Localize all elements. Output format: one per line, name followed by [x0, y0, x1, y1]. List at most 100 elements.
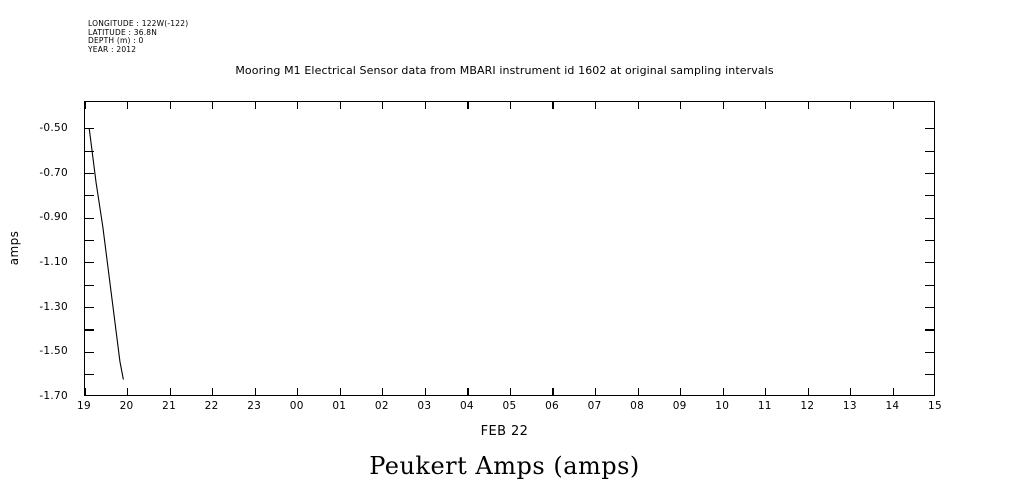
- x-tick-bottom: [637, 388, 639, 395]
- y-tick-minor-right: [925, 329, 934, 331]
- y-tick-major-left: [85, 351, 94, 353]
- x-tick-top: [509, 102, 512, 109]
- x-tick-top: [339, 102, 341, 109]
- x-axis-tick-labels: 19 20 21 22 23 00 01 02 03 04 05 06 07 08 09 10 11 12 13 14…: [77, 400, 942, 416]
- metadata-depth: DEPTH (m) : 0: [88, 36, 144, 46]
- x-tick-bottom: [85, 388, 86, 395]
- y-tick-label: -1.70: [39, 390, 68, 402]
- x-tick-top: [850, 102, 852, 109]
- metadata-year: YEAR : 2012: [88, 44, 137, 54]
- y-tick-minor-left: [85, 329, 94, 331]
- y-tick-minor-left: [85, 239, 94, 242]
- y-tick-minor-right: [925, 195, 934, 197]
- y-tick-minor-left: [85, 195, 94, 197]
- y-tick-major-right: [925, 172, 934, 175]
- x-tick-top: [892, 102, 895, 109]
- x-tick-bottom: [297, 388, 299, 395]
- x-tick-label: 04: [459, 400, 474, 412]
- x-tick-label: 13: [842, 400, 857, 412]
- x-tick-label: 03: [417, 400, 432, 412]
- x-tick-bottom: [467, 388, 469, 395]
- y-tick-label: -1.50: [39, 345, 68, 358]
- metadata-latitude: LATITUDE : 36.8N: [88, 27, 158, 37]
- metadata-longitude: LONGITUDE : 122W(-122): [88, 19, 189, 28]
- y-tick-major-left: [85, 172, 94, 175]
- x-tick-label: 09: [672, 400, 687, 412]
- x-axis-title: FEB 22: [480, 424, 529, 439]
- x-tick-top: [722, 102, 724, 109]
- x-tick-top: [552, 102, 554, 109]
- x-tick-label: 08: [630, 400, 645, 412]
- y-tick-major-right: [925, 262, 934, 264]
- x-tick-bottom: [339, 388, 341, 395]
- x-tick-label: 02: [374, 400, 389, 412]
- x-tick-bottom: [169, 388, 171, 395]
- x-tick-bottom: [680, 388, 682, 395]
- y-axis-title: amps: [7, 230, 21, 266]
- x-tick-top: [382, 102, 384, 109]
- x-tick-top: [807, 102, 809, 109]
- x-tick-label: 12: [800, 400, 815, 412]
- x-tick-bottom: [722, 388, 724, 395]
- x-tick-top: [254, 102, 256, 109]
- y-tick-major-left: [85, 307, 94, 309]
- x-tick-label: 19: [77, 400, 91, 412]
- x-tick-top: [467, 102, 469, 109]
- x-tick-bottom: [552, 388, 554, 395]
- y-tick-minor-right: [925, 239, 934, 242]
- x-tick-bottom: [765, 388, 767, 395]
- y-tick-minor-right: [925, 284, 934, 286]
- x-tick-top: [126, 102, 129, 109]
- x-tick-bottom: [892, 388, 895, 395]
- figure-caption: Peukert Amps (amps): [369, 452, 640, 480]
- x-tick-label: 10: [715, 400, 730, 412]
- y-tick-minor-right: [925, 374, 934, 376]
- x-tick-label: 00: [289, 400, 304, 412]
- y-tick-minor-left: [85, 150, 94, 152]
- y-tick-major-right: [925, 307, 934, 309]
- x-tick-label: 20: [119, 400, 134, 412]
- y-tick-minor-right: [925, 150, 934, 152]
- chart-title: Mooring M1 Electrical Sensor data from M…: [235, 64, 774, 77]
- y-tick-major-right: [925, 217, 934, 219]
- y-tick-major-left: [85, 128, 94, 130]
- x-tick-top: [85, 102, 86, 109]
- y-tick-major-right: [925, 351, 934, 353]
- x-tick-label: 22: [204, 400, 219, 412]
- y-tick-major-left: [85, 262, 94, 264]
- data-series-line: [88, 128, 124, 380]
- x-tick-bottom: [212, 388, 214, 395]
- y-tick-major-right: [925, 128, 934, 130]
- plot-inner: [85, 102, 934, 395]
- y-tick-minor-left: [85, 374, 94, 376]
- x-tick-bottom: [254, 388, 256, 395]
- metadata-block: LONGITUDE : 122W(-122) LATITUDE : 36.8N …: [88, 19, 189, 54]
- x-tick-bottom: [595, 388, 597, 395]
- x-tick-label: 11: [757, 400, 772, 412]
- y-tick-label: -0.70: [39, 166, 68, 179]
- x-tick-label: 06: [545, 400, 560, 412]
- y-tick-label: -1.30: [39, 300, 68, 313]
- y-axis-tick-labels: -0.50 -0.70 -0.90 -1.10 -1.30 -1.50 -1.70: [0, 101, 78, 402]
- x-tick-top: [680, 102, 682, 109]
- x-tick-bottom: [807, 388, 809, 395]
- x-tick-top: [297, 102, 299, 109]
- x-tick-label: 23: [247, 400, 262, 412]
- x-tick-bottom: [850, 388, 852, 395]
- x-tick-label: 01: [332, 400, 347, 412]
- x-tick-label: 14: [885, 400, 900, 412]
- y-tick-label: -0.90: [39, 211, 68, 224]
- x-tick-top: [212, 102, 214, 109]
- y-tick-label: -1.10: [39, 255, 68, 268]
- x-tick-bottom: [424, 388, 426, 395]
- y-tick-label: -0.50: [39, 121, 68, 134]
- x-tick-label: 21: [162, 400, 177, 412]
- x-tick-label: 05: [502, 400, 517, 412]
- x-tick-top: [637, 102, 639, 109]
- x-tick-bottom: [126, 388, 129, 395]
- x-tick-top: [595, 102, 597, 109]
- x-tick-label: 07: [587, 400, 602, 412]
- x-tick-top: [424, 102, 426, 109]
- y-tick-minor-left: [85, 284, 94, 286]
- x-tick-bottom: [509, 388, 512, 395]
